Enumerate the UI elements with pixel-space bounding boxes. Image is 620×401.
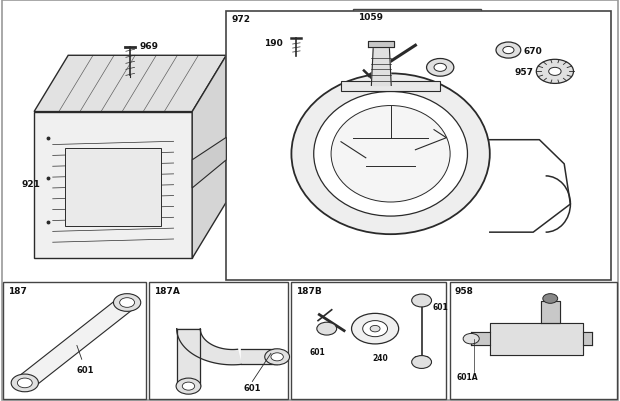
Circle shape — [549, 68, 561, 76]
Bar — [353, 10, 480, 98]
Circle shape — [412, 356, 432, 369]
Polygon shape — [177, 329, 200, 386]
Circle shape — [176, 378, 201, 394]
Polygon shape — [471, 332, 490, 345]
Circle shape — [317, 322, 337, 335]
Circle shape — [352, 314, 399, 344]
Polygon shape — [490, 323, 583, 355]
Circle shape — [543, 294, 558, 304]
Circle shape — [496, 43, 521, 59]
Polygon shape — [241, 349, 277, 365]
Circle shape — [120, 298, 135, 308]
Text: 957: 957 — [514, 68, 533, 77]
Text: 187B: 187B — [296, 286, 322, 295]
Circle shape — [536, 60, 574, 84]
Text: 958: 958 — [454, 286, 473, 295]
Circle shape — [17, 378, 32, 388]
Text: 601A: 601A — [457, 372, 479, 381]
Circle shape — [113, 294, 141, 312]
Polygon shape — [177, 329, 241, 365]
Bar — [65, 148, 161, 227]
Ellipse shape — [314, 92, 467, 217]
Text: 972: 972 — [231, 15, 250, 24]
Polygon shape — [583, 332, 592, 345]
Polygon shape — [34, 56, 226, 112]
Ellipse shape — [291, 74, 490, 235]
Bar — [3, 283, 146, 399]
Text: 969: 969 — [140, 42, 159, 51]
Circle shape — [427, 59, 454, 77]
Bar — [291, 283, 446, 399]
Circle shape — [11, 374, 38, 392]
Polygon shape — [541, 301, 560, 323]
Circle shape — [182, 382, 195, 390]
Text: 187A: 187A — [154, 286, 180, 295]
Text: 601: 601 — [310, 347, 326, 356]
Circle shape — [271, 353, 283, 361]
Polygon shape — [371, 48, 391, 86]
Polygon shape — [368, 42, 394, 48]
Circle shape — [363, 321, 388, 337]
Text: 190: 190 — [264, 39, 283, 48]
Bar — [149, 283, 288, 399]
Text: 240: 240 — [372, 353, 388, 362]
Bar — [341, 82, 440, 92]
Text: 601: 601 — [433, 302, 448, 311]
Text: 921: 921 — [22, 180, 40, 189]
Circle shape — [503, 47, 514, 55]
Circle shape — [463, 334, 479, 344]
Polygon shape — [192, 56, 226, 259]
Bar — [226, 12, 611, 281]
Text: 187: 187 — [8, 286, 27, 295]
Polygon shape — [192, 138, 226, 188]
Text: 601: 601 — [244, 383, 261, 393]
Circle shape — [434, 64, 446, 72]
Polygon shape — [34, 112, 192, 259]
Text: eReplacementParts.com: eReplacementParts.com — [216, 193, 404, 208]
Text: 601: 601 — [76, 346, 94, 374]
Ellipse shape — [331, 106, 450, 203]
Circle shape — [265, 349, 290, 365]
Circle shape — [370, 326, 380, 332]
Circle shape — [412, 294, 432, 307]
Text: 670: 670 — [524, 47, 542, 55]
Polygon shape — [16, 298, 136, 387]
Bar — [450, 283, 617, 399]
Text: 1059: 1059 — [358, 13, 383, 22]
